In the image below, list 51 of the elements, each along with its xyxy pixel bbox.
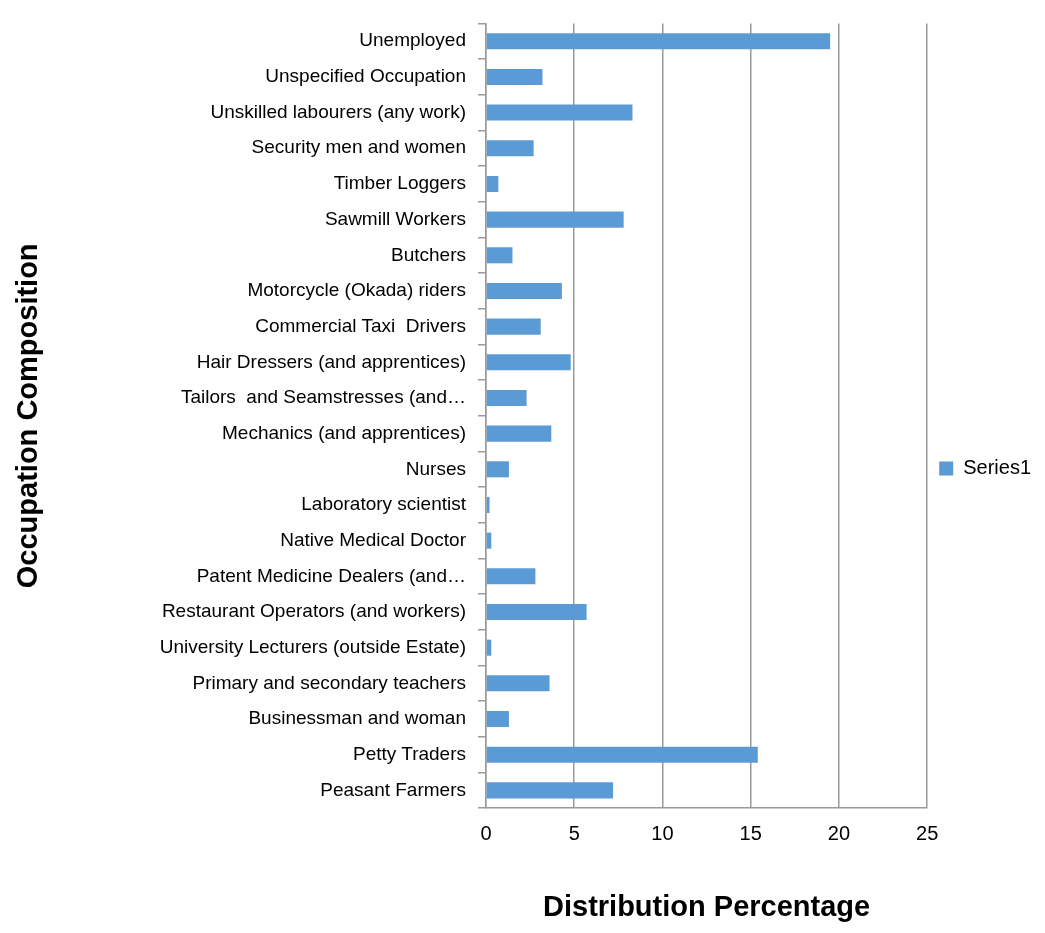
x-tick-label: 15 — [739, 821, 762, 844]
y-tick-label: Unskilled labourers (any work) — [210, 100, 466, 122]
bar — [486, 782, 614, 799]
y-tick-label: Businessman and woman — [248, 707, 466, 729]
bar — [486, 746, 758, 763]
y-tick-label: Hair Dressers (and apprentices) — [196, 350, 466, 372]
y-tick-label: Butchers — [391, 243, 466, 265]
bar — [486, 461, 509, 478]
legend-label: Series1 — [963, 456, 1031, 479]
x-tick-label: 10 — [651, 821, 674, 844]
bar — [486, 318, 541, 335]
bar — [486, 68, 543, 85]
y-tick-label: Patent Medicine Dealers (and… — [196, 564, 466, 586]
y-tick-label: Nurses — [405, 457, 466, 479]
bar — [486, 389, 527, 406]
y-tick-label: Sawmill Workers — [324, 207, 466, 229]
y-tick-label: Unspecified Occupation — [265, 65, 466, 87]
bar — [486, 104, 633, 121]
y-tick-label: Petty Traders — [353, 742, 466, 764]
bar — [486, 175, 499, 192]
bar — [486, 354, 571, 371]
y-tick-label: Unemployed — [359, 29, 466, 51]
bar — [486, 568, 536, 585]
bar — [486, 282, 562, 299]
y-tick-label: Tailors and Seamstresses (and… — [180, 386, 466, 408]
bar — [486, 603, 587, 621]
bar — [486, 140, 534, 157]
x-tick-label: 20 — [827, 821, 851, 844]
y-axis-title: Occupation Composition — [11, 243, 44, 589]
y-tick-label: Timber Loggers — [333, 172, 466, 194]
bar — [486, 710, 509, 728]
bar — [486, 675, 550, 692]
x-tick-label: 0 — [480, 821, 492, 844]
y-tick-label: Primary and secondary teachers — [192, 671, 466, 693]
bar — [486, 496, 490, 514]
x-tick-label: 25 — [916, 821, 939, 844]
bar — [486, 425, 552, 442]
y-tick-label: Motorcycle (Okada) riders — [247, 279, 466, 301]
y-tick-label: Mechanics (and apprentices) — [222, 421, 466, 443]
x-tick-label: 5 — [568, 821, 580, 844]
y-tick-label: Security men and women — [251, 136, 466, 158]
y-tick-label: Native Medical Doctor — [280, 528, 467, 550]
bar — [486, 211, 624, 228]
bar — [486, 33, 831, 50]
y-tick-label: Commercial Taxi Drivers — [255, 314, 466, 336]
y-tick-label: Restaurant Operators (and workers) — [161, 600, 466, 622]
bar — [486, 247, 513, 264]
y-tick-label: Laboratory scientist — [301, 493, 467, 515]
x-axis-title: Distribution Percentage — [543, 889, 871, 922]
y-tick-label: University Lecturers (outside Estate) — [159, 635, 466, 657]
y-tick-label: Peasant Farmers — [320, 778, 466, 800]
